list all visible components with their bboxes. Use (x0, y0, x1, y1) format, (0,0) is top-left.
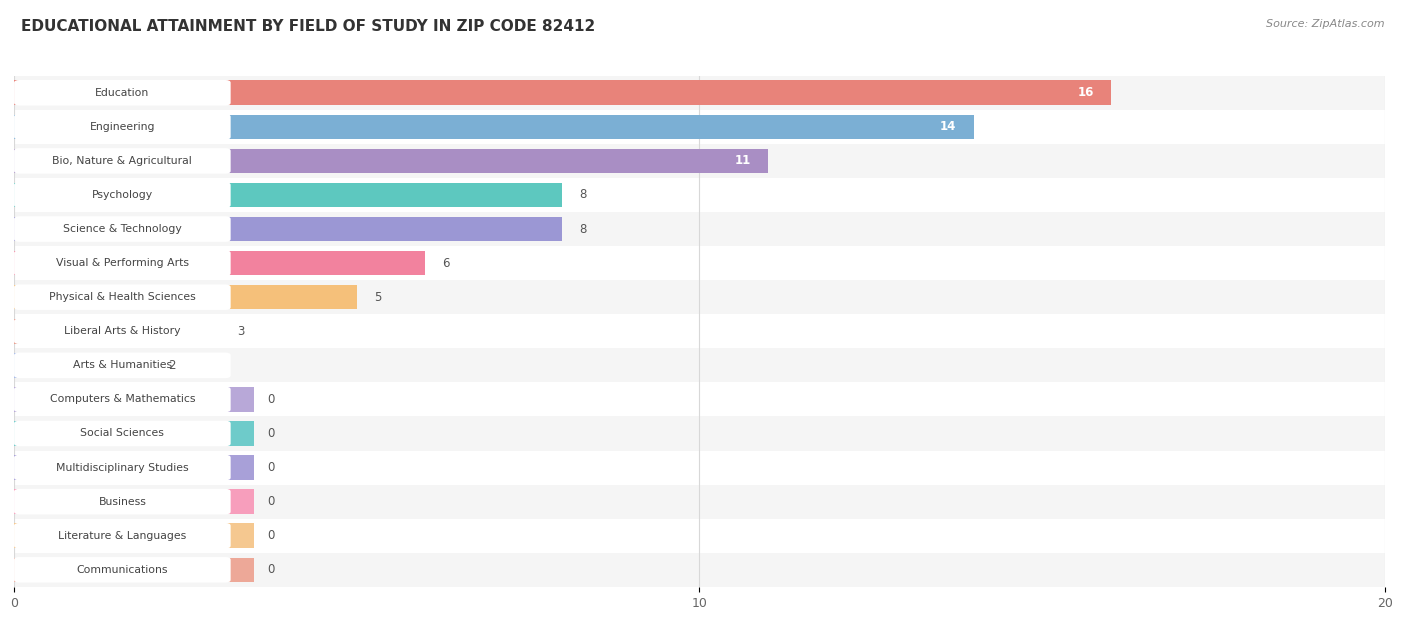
Text: 5: 5 (374, 291, 381, 304)
Text: Arts & Humanities: Arts & Humanities (73, 360, 172, 370)
Text: Bio, Nature & Agricultural: Bio, Nature & Agricultural (52, 156, 193, 166)
Text: 8: 8 (579, 189, 586, 201)
FancyBboxPatch shape (14, 314, 1385, 348)
Text: Multidisciplinary Studies: Multidisciplinary Studies (56, 463, 188, 473)
Bar (14, 490, 254, 514)
Bar (14, 115, 973, 139)
FancyBboxPatch shape (14, 353, 231, 378)
FancyBboxPatch shape (14, 114, 231, 139)
Text: Psychology: Psychology (91, 190, 153, 200)
FancyBboxPatch shape (14, 212, 1385, 246)
FancyBboxPatch shape (14, 455, 231, 480)
Bar (14, 558, 254, 582)
Text: 11: 11 (735, 155, 751, 167)
Text: Social Sciences: Social Sciences (80, 428, 165, 439)
Text: 0: 0 (267, 529, 276, 542)
Bar (14, 81, 1111, 105)
FancyBboxPatch shape (14, 557, 231, 582)
FancyBboxPatch shape (14, 387, 231, 412)
FancyBboxPatch shape (14, 76, 1385, 110)
Text: Computers & Mathematics: Computers & Mathematics (49, 394, 195, 404)
FancyBboxPatch shape (14, 519, 1385, 553)
Text: Literature & Languages: Literature & Languages (58, 531, 187, 541)
Bar (14, 285, 357, 309)
Bar (14, 387, 254, 411)
Text: 14: 14 (941, 121, 956, 133)
Text: Source: ZipAtlas.com: Source: ZipAtlas.com (1267, 19, 1385, 29)
FancyBboxPatch shape (14, 178, 1385, 212)
FancyBboxPatch shape (14, 421, 231, 446)
Text: EDUCATIONAL ATTAINMENT BY FIELD OF STUDY IN ZIP CODE 82412: EDUCATIONAL ATTAINMENT BY FIELD OF STUDY… (21, 19, 595, 34)
FancyBboxPatch shape (14, 489, 231, 514)
FancyBboxPatch shape (14, 553, 1385, 587)
FancyBboxPatch shape (14, 182, 231, 208)
FancyBboxPatch shape (14, 110, 1385, 144)
Text: 6: 6 (443, 257, 450, 269)
FancyBboxPatch shape (14, 382, 1385, 416)
Text: 0: 0 (267, 563, 276, 576)
Text: 0: 0 (267, 393, 276, 406)
Text: 0: 0 (267, 495, 276, 508)
FancyBboxPatch shape (14, 80, 231, 105)
Text: Communications: Communications (76, 565, 169, 575)
Text: 0: 0 (267, 427, 276, 440)
FancyBboxPatch shape (14, 416, 1385, 451)
Bar (14, 251, 425, 275)
Text: Liberal Arts & History: Liberal Arts & History (65, 326, 180, 336)
Text: Science & Technology: Science & Technology (63, 224, 181, 234)
Bar (14, 456, 254, 480)
Text: 8: 8 (579, 223, 586, 235)
Text: 16: 16 (1077, 86, 1094, 99)
Text: 3: 3 (236, 325, 245, 338)
FancyBboxPatch shape (14, 246, 1385, 280)
Text: 2: 2 (169, 359, 176, 372)
FancyBboxPatch shape (14, 144, 1385, 178)
Bar (14, 422, 254, 445)
Bar (14, 183, 562, 207)
FancyBboxPatch shape (14, 451, 1385, 485)
FancyBboxPatch shape (14, 285, 231, 310)
FancyBboxPatch shape (14, 348, 1385, 382)
FancyBboxPatch shape (14, 148, 231, 174)
FancyBboxPatch shape (14, 251, 231, 276)
Bar (14, 353, 152, 377)
Text: Education: Education (96, 88, 149, 98)
Text: Business: Business (98, 497, 146, 507)
FancyBboxPatch shape (14, 485, 1385, 519)
Text: Engineering: Engineering (90, 122, 155, 132)
Text: Physical & Health Sciences: Physical & Health Sciences (49, 292, 195, 302)
Bar (14, 217, 562, 241)
Bar (14, 319, 219, 343)
Bar (14, 149, 768, 173)
FancyBboxPatch shape (14, 319, 231, 344)
FancyBboxPatch shape (14, 523, 231, 548)
Bar (14, 524, 254, 548)
FancyBboxPatch shape (14, 216, 231, 242)
Text: 0: 0 (267, 461, 276, 474)
Text: Visual & Performing Arts: Visual & Performing Arts (56, 258, 188, 268)
FancyBboxPatch shape (14, 280, 1385, 314)
